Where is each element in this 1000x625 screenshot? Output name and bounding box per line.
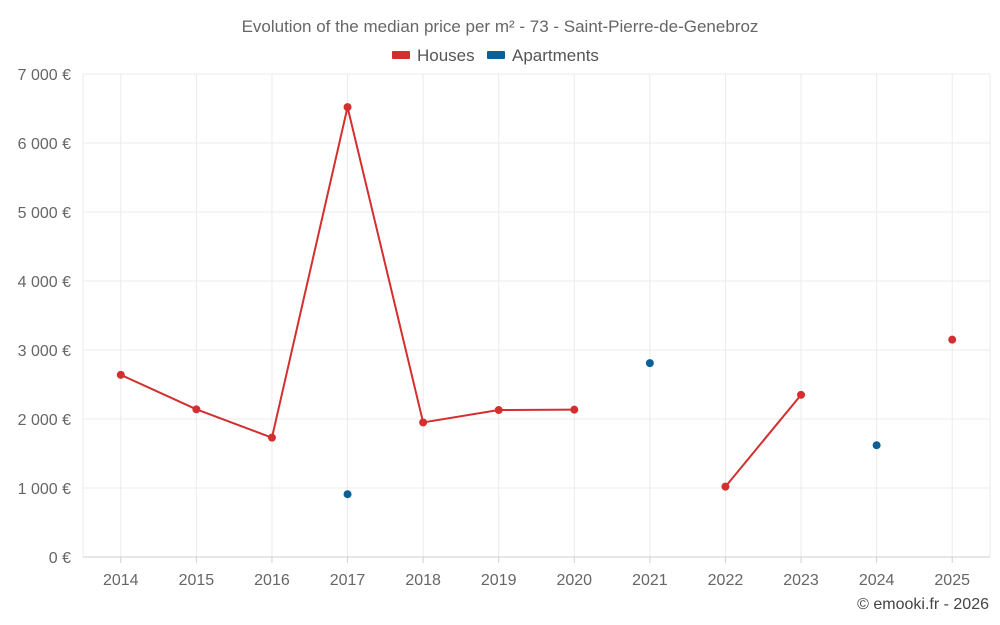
x-tick-label: 2016 — [254, 572, 290, 589]
legend-swatch-houses — [392, 51, 410, 59]
legend-item-houses[interactable]: Houses — [392, 46, 475, 65]
x-tick-label: 2024 — [859, 572, 895, 589]
x-axis: 2014 2015 2016 2017 2018 2019 2020 2021 2022 2023… — [83, 556, 990, 589]
x-tick-label: 2025 — [934, 572, 970, 589]
x-tick-label: 2021 — [632, 572, 668, 589]
x-tick-label: 2023 — [783, 572, 819, 589]
x-tick-label: 2018 — [405, 572, 441, 589]
y-axis: 0 € 1 000 € 2 000 € 3 000 € 4 000 € 5 000 € 6 … — [18, 67, 71, 567]
y-tick-label: 7 000 € — [18, 67, 71, 84]
y-tick-label: 3 000 € — [18, 343, 71, 360]
credit-text: © emooki.fr - 2026 — [857, 596, 989, 613]
legend-item-apartments[interactable]: Apartments — [487, 46, 599, 65]
legend[interactable]: Houses Apartments — [392, 46, 599, 65]
series — [116, 103, 957, 499]
series-line-segment — [270, 106, 349, 439]
chart-title: Evolution of the median price per m² - 7… — [242, 17, 759, 36]
data-point-houses-2020[interactable] — [570, 405, 579, 414]
y-tick-label: 2 000 € — [18, 412, 71, 429]
series-line-segment — [346, 106, 425, 424]
data-point-houses-2025[interactable] — [948, 335, 957, 344]
y-tick-label: 6 000 € — [18, 136, 71, 153]
series-line-segment — [422, 409, 500, 424]
grid — [82, 73, 991, 557]
x-tick-label: 2022 — [708, 572, 744, 589]
x-tick-label: 2015 — [179, 572, 215, 589]
series-apartments — [343, 359, 881, 499]
series-line-segment — [119, 373, 198, 411]
data-point-apartments-2021[interactable] — [645, 359, 654, 368]
x-tick-label: 2014 — [103, 572, 139, 589]
x-tick-label: 2019 — [481, 572, 517, 589]
data-point-houses-2016[interactable] — [267, 433, 276, 442]
y-tick-label: 0 € — [49, 550, 71, 567]
data-point-houses-2023[interactable] — [797, 390, 806, 399]
data-point-apartments-2017[interactable] — [343, 490, 352, 499]
x-tick-label: 2017 — [330, 572, 366, 589]
legend-swatch-apartments — [487, 51, 505, 59]
legend-label-houses: Houses — [417, 46, 475, 65]
data-point-apartments-2024[interactable] — [872, 441, 881, 450]
y-tick-label: 4 000 € — [18, 274, 71, 291]
series-line-segment — [195, 408, 273, 439]
data-point-houses-2015[interactable] — [192, 405, 201, 414]
y-tick-label: 1 000 € — [18, 481, 71, 498]
legend-label-apartments: Apartments — [512, 46, 599, 65]
data-point-houses-2017[interactable] — [343, 103, 352, 112]
series-line-segment — [724, 393, 803, 488]
data-point-houses-2014[interactable] — [116, 370, 125, 379]
data-point-houses-2019[interactable] — [494, 406, 503, 415]
series-houses — [116, 103, 957, 491]
data-point-houses-2022[interactable] — [721, 482, 730, 491]
y-tick-label: 5 000 € — [18, 205, 71, 222]
x-tick-label: 2020 — [556, 572, 592, 589]
data-point-houses-2018[interactable] — [419, 418, 428, 427]
